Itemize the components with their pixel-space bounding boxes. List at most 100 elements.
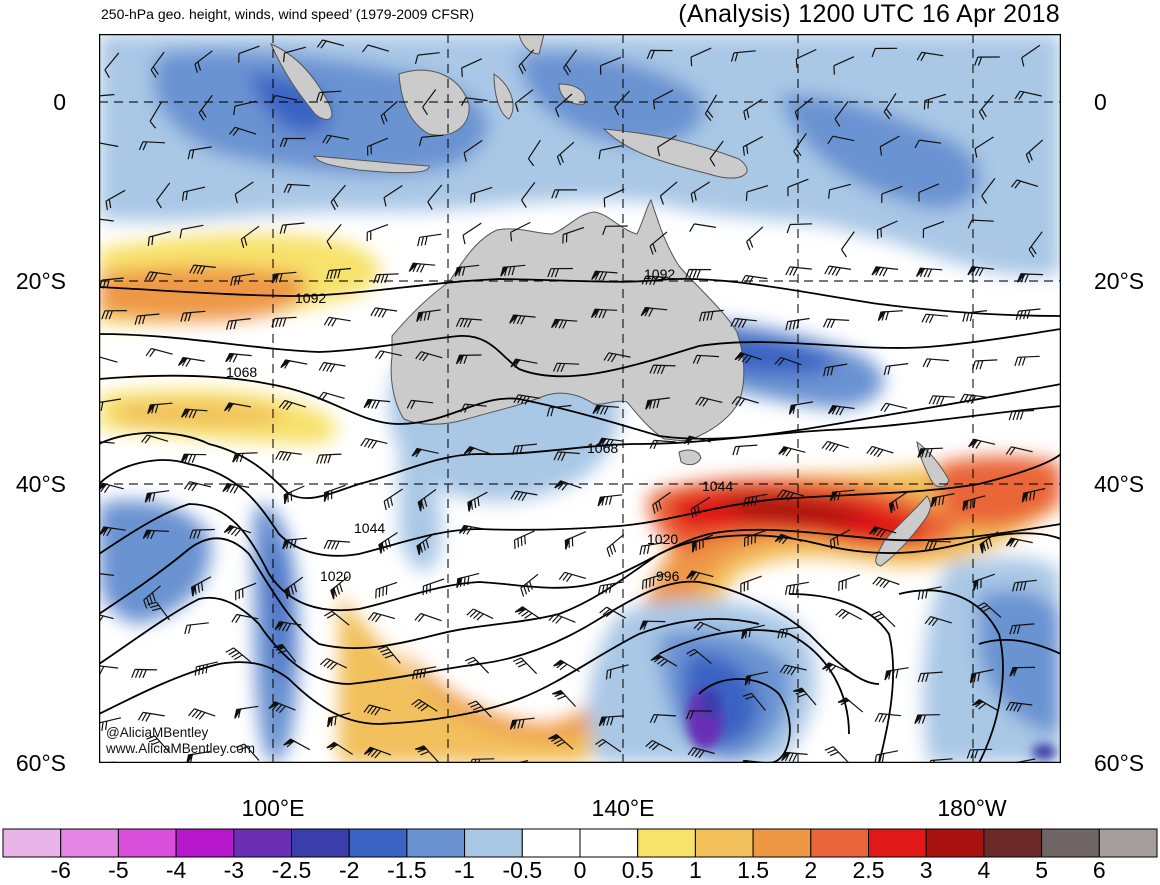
lat-label-20s-right: 20°S bbox=[1094, 268, 1145, 294]
wind-barb-pennant bbox=[793, 687, 806, 693]
lat-label-40s: 40°S bbox=[15, 471, 66, 497]
wind-barb-pennant bbox=[514, 606, 528, 613]
contour-label: 996 bbox=[656, 568, 680, 584]
wind-barb-pennant bbox=[971, 698, 985, 706]
lat-label-0: 0 bbox=[53, 89, 66, 115]
wind-barb bbox=[876, 220, 898, 239]
wind-barb-pennant bbox=[417, 498, 423, 512]
wind-barb bbox=[1009, 623, 1035, 635]
wind-barb bbox=[833, 56, 855, 75]
wind-barb bbox=[326, 267, 352, 280]
wind-barb bbox=[794, 97, 813, 121]
wind-barb bbox=[467, 700, 492, 718]
colorbar-tick-label: 6 bbox=[1092, 857, 1106, 883]
colorbar-box bbox=[579, 828, 639, 858]
colorbar-tick-label: -1 bbox=[454, 857, 475, 883]
wind-barb bbox=[555, 93, 573, 118]
wind-barb bbox=[180, 310, 206, 322]
contour-label: 1092 bbox=[295, 290, 326, 306]
wind-barb bbox=[373, 273, 399, 284]
wind-barb bbox=[603, 352, 631, 363]
colorbar-tick-label: 5 bbox=[1035, 857, 1048, 883]
lat-label-60s: 60°S bbox=[15, 750, 66, 776]
wind-barb-pennant bbox=[552, 689, 565, 695]
credit-handle: @AliciaMBentley bbox=[106, 725, 209, 740]
wind-barb bbox=[774, 356, 802, 366]
wind-barb bbox=[137, 711, 165, 722]
wind-barb-pennant bbox=[147, 403, 157, 414]
wind-barb bbox=[99, 93, 115, 97]
wind-barb bbox=[181, 186, 206, 202]
wind-barb-pennant bbox=[454, 266, 463, 277]
colorbar-box bbox=[1098, 828, 1158, 858]
wind-barb bbox=[1005, 701, 1033, 712]
wind-barb bbox=[145, 347, 173, 358]
wind-barb bbox=[367, 612, 396, 623]
wind-barb bbox=[883, 363, 909, 376]
wind-barb bbox=[235, 582, 257, 601]
wind-barb-pennant bbox=[415, 745, 429, 750]
wind-barb bbox=[147, 230, 171, 246]
wind-barb bbox=[1010, 179, 1039, 189]
wind-barb bbox=[189, 264, 216, 275]
wind-barb bbox=[971, 359, 998, 370]
wind-barb bbox=[552, 362, 580, 373]
wind-barb-pennant bbox=[178, 356, 189, 366]
wind-barb bbox=[978, 94, 994, 120]
wind-barb bbox=[414, 612, 442, 622]
wind-barb bbox=[823, 363, 848, 377]
wind-barb-pennant bbox=[467, 499, 473, 512]
wind-barb bbox=[99, 665, 119, 675]
wind-barb bbox=[455, 317, 483, 328]
wind-barb bbox=[1005, 446, 1033, 456]
wind-barb-pennant bbox=[884, 669, 893, 681]
colorbar-box bbox=[117, 828, 177, 858]
wind-barb bbox=[918, 183, 940, 202]
colorbar-tick-label: -0.5 bbox=[502, 857, 543, 883]
wind-barb bbox=[967, 219, 994, 229]
wind-barb bbox=[156, 182, 171, 209]
wind-barb bbox=[427, 184, 443, 210]
wind-barb-pennant bbox=[969, 672, 978, 684]
colorbar-tick-label: 1.5 bbox=[737, 857, 770, 883]
wind-barb bbox=[690, 47, 712, 67]
wind-barb bbox=[330, 184, 346, 211]
wind-barb-pennant bbox=[916, 267, 927, 277]
wind-barb-pennant bbox=[456, 576, 464, 588]
colorbar-box bbox=[637, 828, 696, 858]
wind-barb bbox=[99, 142, 119, 148]
wind-barb-pennant bbox=[837, 697, 851, 703]
wind-barb bbox=[184, 481, 212, 492]
wind-barb bbox=[513, 394, 541, 405]
wind-barb-pennant bbox=[1021, 491, 1030, 503]
wind-barb bbox=[871, 47, 898, 58]
wind-barb bbox=[146, 735, 170, 753]
colorbar-tick-label: -3 bbox=[223, 857, 245, 883]
wind-barb bbox=[149, 102, 162, 129]
wind-barb-pennant bbox=[1009, 666, 1019, 677]
wind-barb bbox=[1025, 139, 1044, 164]
wind-barb bbox=[981, 178, 996, 204]
colorbar-box bbox=[925, 828, 985, 858]
wind-barb bbox=[324, 610, 350, 626]
colorbar-tick-label: 3 bbox=[919, 857, 933, 883]
wind-barb-pennant bbox=[774, 533, 787, 543]
wind-barb bbox=[558, 571, 587, 582]
wind-barb bbox=[1014, 355, 1040, 367]
wind-barb bbox=[652, 491, 671, 514]
wind-barb-pennant bbox=[271, 273, 281, 284]
wind-barb bbox=[605, 664, 629, 680]
wind-barb-pennant bbox=[829, 491, 839, 502]
wind-barb bbox=[322, 134, 350, 144]
wind-barb bbox=[686, 648, 712, 665]
wind-barb bbox=[639, 542, 664, 556]
wind-barb bbox=[777, 626, 802, 639]
wind-barb-pennant bbox=[327, 716, 335, 728]
wind-barb-pennant bbox=[284, 586, 290, 599]
wind-barb bbox=[366, 137, 389, 156]
wind-barb bbox=[226, 318, 251, 330]
wind-barb bbox=[99, 717, 122, 731]
wind-barb-pennant bbox=[458, 524, 470, 534]
wind-barb bbox=[143, 585, 161, 609]
wind-barb bbox=[959, 393, 987, 404]
